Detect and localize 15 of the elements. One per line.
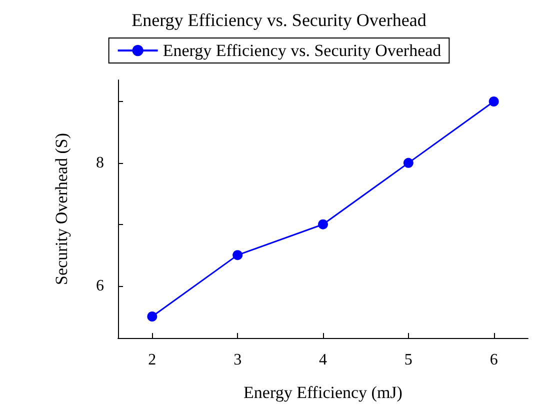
y-tick-label: 8 — [96, 154, 104, 172]
x-tick-label: 4 — [319, 352, 327, 368]
point — [488, 96, 499, 106]
point — [147, 312, 158, 322]
y-axis-title: Security Overhead (S) — [52, 132, 71, 286]
x-tick-label: 5 — [404, 352, 412, 368]
x-tick-label: 6 — [490, 352, 498, 368]
point — [232, 250, 243, 260]
point — [403, 158, 414, 168]
legend-label: Energy Efficiency vs. Security Overhead — [162, 41, 442, 60]
x-tick-label: 2 — [148, 352, 156, 368]
x-tick-label: 3 — [234, 352, 242, 368]
x-axis-title: Energy Efficiency (mJ) — [244, 383, 402, 402]
point — [318, 219, 328, 230]
chart-title: Energy Efficiency vs. Security Overhead — [132, 10, 426, 30]
